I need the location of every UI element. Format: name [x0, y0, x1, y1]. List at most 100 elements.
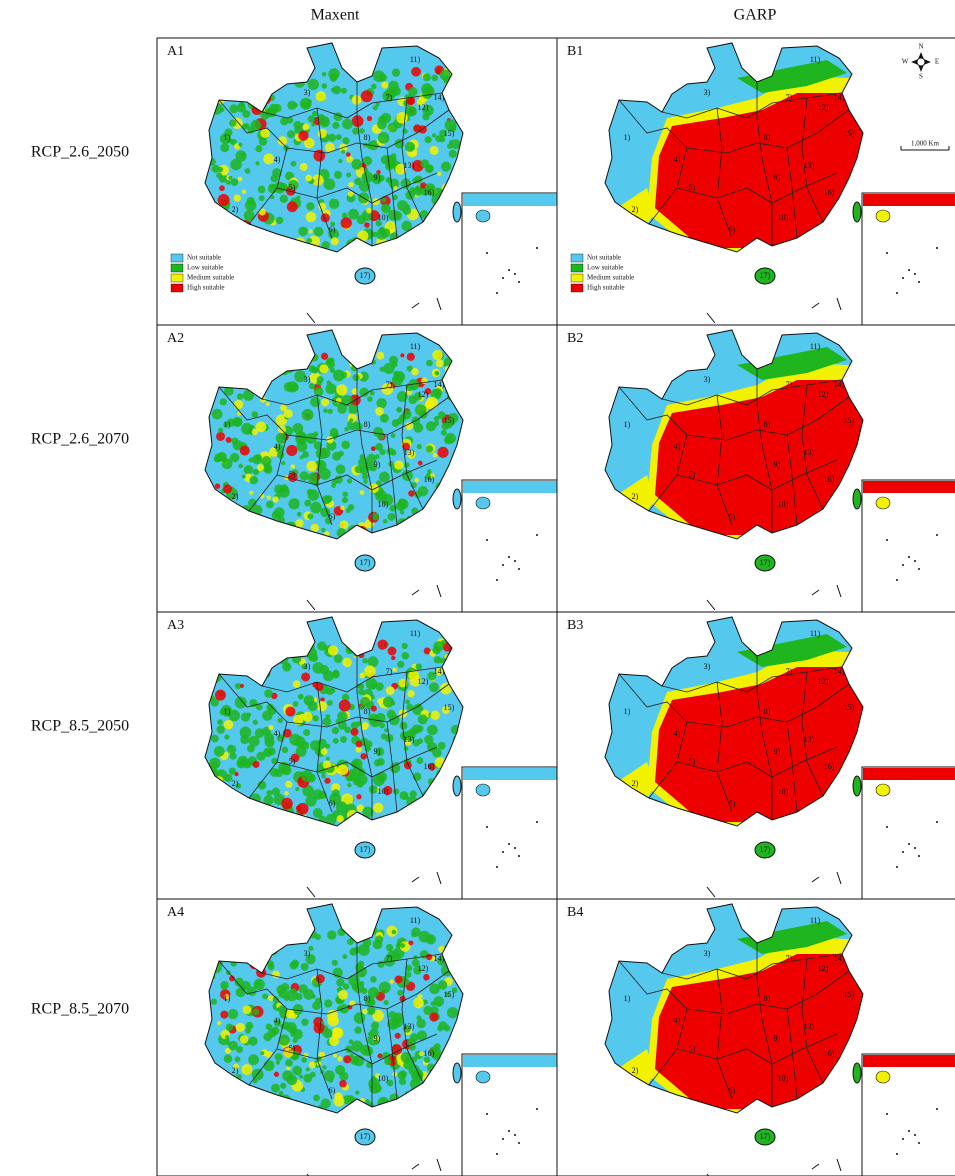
taiwan — [453, 1063, 461, 1083]
region-label: 8) — [764, 133, 771, 142]
legend-swatch — [171, 254, 183, 262]
legend-label: High suitable — [187, 284, 225, 292]
region-label: 17) — [360, 558, 371, 567]
region-label: 10) — [778, 500, 789, 509]
region-label: 11) — [410, 342, 421, 351]
region-label: 6) — [729, 799, 736, 808]
region-label: 13) — [804, 735, 815, 744]
inset-frame — [462, 767, 557, 899]
region-label: 6) — [329, 799, 336, 808]
region-label: 2) — [632, 1066, 639, 1075]
legend-label: High suitable — [587, 284, 625, 292]
inset-land — [463, 1055, 557, 1067]
region-label: 8) — [764, 420, 771, 429]
inset-island — [476, 497, 490, 509]
region-label: 9) — [774, 1034, 781, 1043]
region-label: 10) — [778, 1074, 789, 1083]
region-label: 8) — [364, 707, 371, 716]
map-body: 1)2)3)4)5)6)7)8)9)10)11)12)13)14)15)16)1… — [557, 325, 955, 613]
region-label: 3) — [704, 662, 711, 671]
region-label: 11) — [810, 916, 821, 925]
region-label: 3) — [304, 949, 311, 958]
region-label: 5) — [689, 757, 696, 766]
legend-label: Medium suitable — [587, 274, 634, 282]
region-label: 9) — [774, 747, 781, 756]
region-label: 10) — [378, 500, 389, 509]
region-label: 3) — [304, 375, 311, 384]
legend-swatch — [571, 264, 583, 272]
region-label: 11) — [810, 342, 821, 351]
figure: Maxent GARP RCP_2.6_20501)2)3)4)5)6)7)8)… — [0, 0, 955, 1176]
region-label: 13) — [404, 161, 415, 170]
inset-frame — [462, 1054, 557, 1176]
region-label: 11) — [410, 55, 421, 64]
region-label: 3) — [704, 375, 711, 384]
region-label: 2) — [632, 205, 639, 214]
region-label: 6) — [329, 225, 336, 234]
region-label: 9) — [774, 173, 781, 182]
region-label: 15) — [444, 416, 455, 425]
region-label: 8) — [764, 994, 771, 1003]
region-label: 7) — [786, 93, 793, 102]
inset-land — [463, 768, 557, 780]
region-label: 17) — [360, 271, 371, 280]
map-body: 1)2)3)4)5)6)7)8)9)10)11)12)13)14)15)16)1… — [557, 899, 955, 1176]
region-label: 1) — [224, 994, 231, 1003]
compass-letter: E — [935, 58, 939, 66]
inset-land — [863, 481, 955, 493]
region-label: 2) — [232, 779, 239, 788]
region-label: 2) — [632, 779, 639, 788]
region-label: 4) — [274, 1016, 281, 1025]
inset-island — [476, 210, 490, 222]
region-label: 15) — [444, 129, 455, 138]
map-panel: 1)2)3)4)5)6)7)8)9)10)11)12)13)14)15)16)1… — [157, 612, 557, 900]
region-label: 9) — [374, 173, 381, 182]
region-label: 12) — [818, 390, 829, 399]
region-label: 16) — [424, 188, 435, 197]
inset-island — [876, 1071, 890, 1083]
inset-island — [876, 784, 890, 796]
region-label: 15) — [844, 990, 855, 999]
region-label: 16) — [824, 188, 835, 197]
suitability-map — [157, 612, 557, 900]
region-label: 9) — [374, 747, 381, 756]
region-label: 5) — [689, 470, 696, 479]
region-label: 7) — [386, 667, 393, 676]
row-label: RCP_8.5_2070 — [31, 1000, 129, 1017]
region-label: 1) — [224, 707, 231, 716]
region-label: 5) — [689, 1044, 696, 1053]
region-label: 4) — [274, 442, 281, 451]
region-label: 11) — [810, 629, 821, 638]
panel-label: A4 — [167, 905, 184, 920]
region-label: 4) — [274, 729, 281, 738]
region-label: 7) — [386, 93, 393, 102]
inset-frame — [862, 1054, 955, 1176]
taiwan — [853, 202, 861, 222]
region-label: 4) — [274, 155, 281, 164]
inset-frame — [462, 193, 557, 325]
region-label: 6) — [729, 512, 736, 521]
region-label: 14) — [834, 667, 845, 676]
region-label: 5) — [289, 757, 296, 766]
region-label: 13) — [404, 448, 415, 457]
taiwan — [853, 489, 861, 509]
region-label: 9) — [774, 460, 781, 469]
compass-letter: W — [902, 58, 909, 66]
region-label: 12) — [418, 677, 429, 686]
region-label: 15) — [444, 990, 455, 999]
region-label: 17) — [760, 271, 771, 280]
panel-label: A3 — [167, 618, 184, 633]
inset-island — [876, 210, 890, 222]
region-label: 16) — [424, 762, 435, 771]
column-header: Maxent — [311, 7, 360, 24]
map-panel: 1)2)3)4)5)6)7)8)9)10)11)12)13)14)15)16)1… — [557, 38, 955, 326]
region-label: 7) — [786, 954, 793, 963]
region-label: 12) — [418, 390, 429, 399]
map-panel: 1)2)3)4)5)6)7)8)9)10)11)12)13)14)15)16)1… — [157, 325, 557, 613]
region-label: 7) — [786, 667, 793, 676]
region-label: 8) — [364, 994, 371, 1003]
inset-frame — [862, 193, 955, 325]
panel-label: B4 — [567, 905, 583, 920]
taiwan — [453, 202, 461, 222]
region-label: 13) — [804, 1022, 815, 1031]
